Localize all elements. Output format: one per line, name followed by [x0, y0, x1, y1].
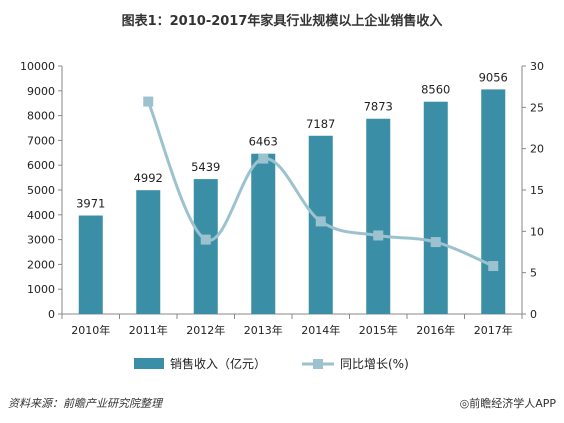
- bar-series: [78, 89, 506, 315]
- right-tick-label: 5: [530, 267, 537, 280]
- chart-title: 图表1：2010-2017年家具行业规模以上企业销售收入: [121, 14, 443, 29]
- left-tick-label: 10000: [20, 60, 55, 73]
- left-tick-label: 0: [48, 308, 55, 321]
- bar-data-label: 3971: [76, 197, 105, 211]
- x-tick-label: 2016年: [416, 323, 455, 337]
- left-tick-label: 9000: [27, 85, 55, 98]
- left-tick-label: 1000: [27, 283, 55, 296]
- bar: [366, 118, 391, 314]
- legend-bar-label: 销售收入（亿元）: [170, 356, 266, 371]
- growth-line: [146, 100, 494, 268]
- growth-point: [143, 96, 154, 107]
- left-tick-label: 2000: [27, 258, 55, 271]
- bar: [481, 89, 506, 315]
- legend-line-marker: [313, 359, 323, 369]
- bar-data-label: 6463: [249, 135, 278, 149]
- bar: [251, 153, 276, 314]
- bar: [78, 215, 103, 314]
- x-tick-label: 2014年: [301, 323, 340, 337]
- left-tick-label: 7000: [27, 134, 55, 147]
- bar: [423, 101, 448, 314]
- bar: [193, 179, 218, 314]
- right-tick-label: 20: [530, 143, 544, 156]
- growth-point: [430, 237, 441, 248]
- left-tick-label: 5000: [27, 184, 55, 197]
- growth-point: [373, 230, 384, 241]
- growth-point: [200, 234, 211, 245]
- bar-data-label: 7187: [306, 117, 335, 131]
- bar: [136, 190, 161, 314]
- x-tick-label: 2013年: [244, 323, 283, 337]
- legend: 销售收入（亿元） 同比增长(%): [134, 356, 409, 371]
- left-tick-label: 3000: [27, 234, 55, 247]
- x-tick-label: 2010年: [71, 323, 110, 337]
- source-note: 资料来源：前瞻产业研究院整理: [8, 397, 162, 410]
- growth-point: [488, 261, 499, 272]
- growth-point: [258, 153, 269, 164]
- x-tick-labels: 2010年 2011年 2012年 2013年 2014年 2015年 2016年 2017年: [71, 323, 513, 337]
- left-tick-label: 8000: [27, 110, 55, 123]
- x-tick-label: 2015年: [359, 323, 398, 337]
- chart-axes: 0100020003000400050006000700080009000100…: [20, 60, 544, 321]
- right-tick-label: 10: [530, 225, 544, 238]
- right-tick-label: 0: [530, 308, 537, 321]
- left-tick-label: 4000: [27, 209, 55, 222]
- legend-line-label: 同比增长(%): [340, 357, 409, 371]
- growth-point: [315, 216, 326, 227]
- legend-bar-swatch: [134, 358, 164, 369]
- growth-line-series: [143, 96, 499, 272]
- bar-data-label: 9056: [479, 70, 508, 84]
- right-tick-label: 15: [530, 184, 544, 197]
- bar-data-label: 8560: [421, 83, 450, 97]
- bar-data-label: 4992: [134, 171, 163, 185]
- x-tick-label: 2012年: [186, 323, 225, 337]
- brand-credit: ◎前瞻经济学人APP: [459, 397, 556, 410]
- left-tick-label: 6000: [27, 159, 55, 172]
- data-labels: 3971 4992 5439 6463 7187 7873 8560 9056: [76, 70, 508, 210]
- bar-data-label: 7873: [364, 100, 393, 114]
- right-tick-label: 30: [530, 60, 544, 73]
- right-tick-label: 25: [530, 101, 544, 114]
- x-tick-label: 2017年: [474, 323, 513, 337]
- x-tick-label: 2011年: [129, 323, 168, 337]
- bar-data-label: 5439: [191, 160, 220, 174]
